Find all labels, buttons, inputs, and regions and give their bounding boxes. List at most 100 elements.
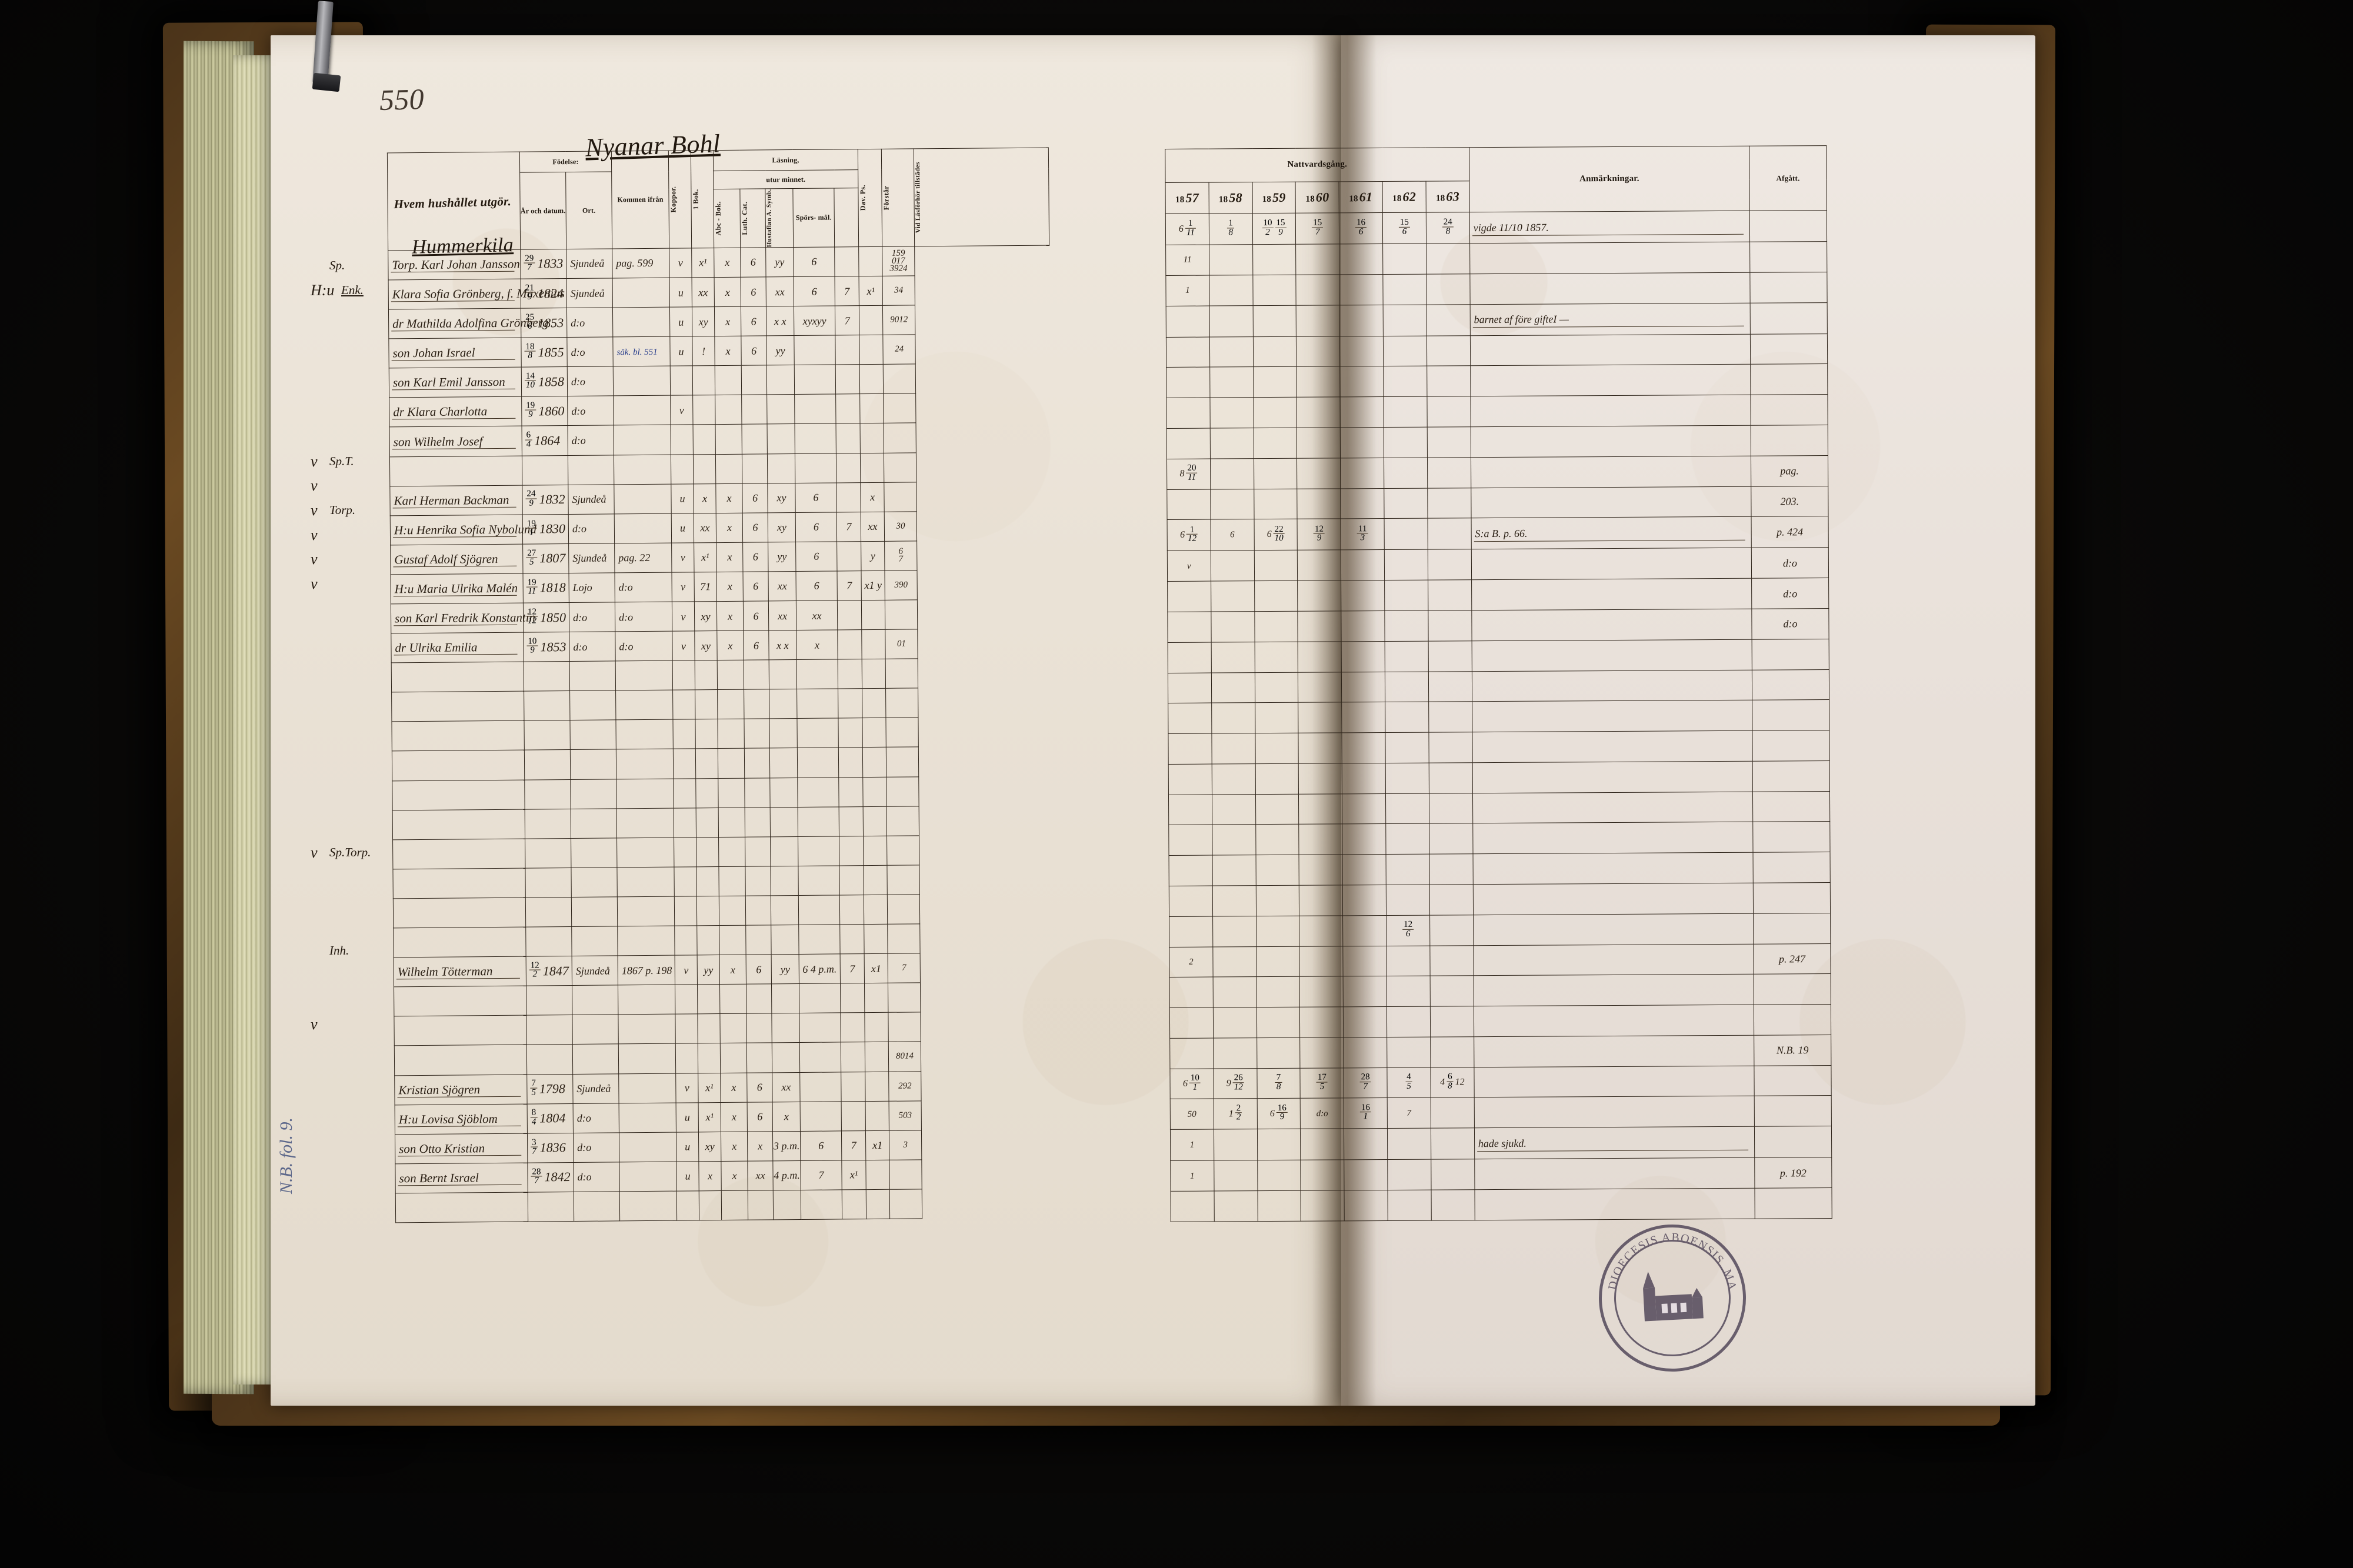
cell-smallpox[interactable]: v	[675, 1073, 699, 1103]
cell-birth-place[interactable]	[572, 985, 618, 1015]
cell-communion-1857[interactable]: 6 1 12	[1167, 519, 1211, 551]
cell-birth-date[interactable]	[524, 661, 570, 692]
cell-communion-1861[interactable]	[1343, 1006, 1387, 1037]
cell-birth-date[interactable]: 19 9 1860	[521, 396, 568, 426]
cell-communion-1857[interactable]	[1166, 367, 1210, 398]
cell-hustaflan[interactable]: 4 p.m.	[772, 1160, 801, 1190]
cell-come-from[interactable]	[613, 395, 671, 426]
cell-come-from[interactable]: pag. 22	[614, 542, 672, 573]
cell-davps[interactable]	[834, 246, 859, 276]
cell-smallpox[interactable]	[671, 454, 694, 484]
cell-forstar[interactable]	[862, 659, 886, 689]
cell-come-from[interactable]	[616, 808, 674, 838]
cell-forstar[interactable]	[860, 423, 884, 453]
cell-communion-1860[interactable]	[1297, 366, 1341, 398]
cell-communion-1859[interactable]	[1255, 763, 1299, 795]
table-row[interactable]: d:o	[1167, 578, 1829, 612]
cell-birth-place[interactable]	[574, 1191, 620, 1222]
cell-communion-1860[interactable]	[1299, 885, 1343, 916]
table-row[interactable]	[392, 776, 1054, 810]
cell-notes[interactable]	[1470, 395, 1751, 427]
cell-communion-1861[interactable]: 16 1	[1344, 1097, 1388, 1129]
cell-abc[interactable]	[718, 778, 745, 808]
cell-departed[interactable]: p. 192	[1754, 1157, 1832, 1189]
table-row[interactable]: 1 hade sjukd.	[1170, 1126, 1832, 1161]
cell-cat[interactable]: 6	[746, 954, 772, 985]
cell-birth-place[interactable]	[568, 455, 614, 485]
cell-davps[interactable]	[838, 688, 862, 719]
cell-birth-date[interactable]: 27 5 1807	[522, 543, 569, 574]
cell-present[interactable]: 8014	[888, 1042, 921, 1072]
cell-birth-place[interactable]: d:o	[573, 1103, 619, 1133]
cell-abc[interactable]	[721, 1190, 748, 1220]
cell-davps[interactable]	[840, 983, 865, 1013]
cell-smallpox[interactable]: u	[671, 513, 694, 543]
cell-communion-1858[interactable]	[1211, 611, 1255, 642]
cell-cat[interactable]	[745, 895, 771, 926]
cell-departed[interactable]	[1754, 973, 1831, 1005]
cell-notes[interactable]	[1472, 669, 1752, 702]
table-row[interactable]	[392, 835, 1054, 869]
cell-communion-1857[interactable]: 6 10 1	[1169, 1068, 1214, 1099]
cell-davps[interactable]	[841, 1072, 866, 1102]
cell-communion-1857[interactable]	[1166, 489, 1211, 520]
table-row[interactable]: N.B. 19	[1169, 1035, 1831, 1069]
cell-hustaflan[interactable]: x x	[766, 306, 794, 336]
cell-communion-1863[interactable]	[1428, 610, 1472, 641]
cell-communion-1858[interactable]	[1209, 367, 1254, 398]
cell-birth-date[interactable]: 10 9 1853	[523, 632, 570, 662]
cell-hustaflan[interactable]	[771, 925, 799, 955]
cell-name[interactable]: son Bernt Israel	[395, 1162, 528, 1193]
cell-hustaflan[interactable]: xx	[772, 1072, 801, 1102]
cell-abc[interactable]: x	[716, 512, 743, 543]
cell-forstar[interactable]: x1 y	[861, 571, 885, 600]
cell-come-from[interactable]: d:o	[615, 602, 672, 632]
cell-communion-1862[interactable]	[1385, 823, 1429, 855]
cell-name[interactable]: dr Mathilda Adolfina Grönberg	[388, 308, 549, 339]
cell-present[interactable]	[885, 718, 919, 748]
cell-birth-date[interactable]: 29 7 1833	[520, 249, 567, 279]
cell-communion-1859[interactable]	[1255, 733, 1299, 764]
cell-communion-1857[interactable]	[1169, 977, 1214, 1008]
cell-book[interactable]	[695, 719, 718, 749]
cell-communion-1862[interactable]	[1384, 457, 1428, 489]
cell-cat[interactable]: 6	[746, 1072, 773, 1102]
cell-departed[interactable]	[1754, 1065, 1832, 1096]
cell-communion-1861[interactable]: 11 3	[1341, 518, 1385, 551]
table-row[interactable]: barnet af före gifteI —	[1166, 302, 1828, 338]
table-row[interactable]: d:o	[1167, 608, 1829, 643]
table-row[interactable]	[1168, 791, 1830, 825]
cell-communion-1858[interactable]	[1214, 1160, 1258, 1192]
cell-departed[interactable]	[1749, 210, 1827, 242]
cell-smallpox[interactable]	[674, 866, 697, 897]
cell-name[interactable]: H:u Henrika Sofia Nybolund	[390, 514, 536, 545]
cell-communion-1859[interactable]	[1257, 1037, 1301, 1069]
cell-communion-1859[interactable]	[1254, 488, 1298, 520]
cell-hustaflan[interactable]: yy	[765, 247, 794, 277]
cell-communion-1859[interactable]	[1253, 366, 1297, 398]
cell-cat[interactable]	[744, 719, 770, 749]
cell-communion-1862[interactable]	[1386, 945, 1430, 976]
cell-communion-1863[interactable]	[1431, 1159, 1475, 1190]
cell-abc[interactable]: x	[720, 1072, 748, 1103]
cell-book[interactable]	[693, 425, 716, 455]
cell-birth-date[interactable]	[524, 779, 571, 809]
cell-present[interactable]	[883, 364, 916, 394]
cell-smallpox[interactable]	[674, 808, 696, 838]
cell-sporsmal[interactable]	[795, 453, 836, 483]
table-row[interactable]: Torp. Karl Johan Jansson 29 7 1833 Sjundeå pa…	[388, 245, 1049, 280]
cell-forstar[interactable]: x1	[864, 953, 888, 983]
cell-present[interactable]	[885, 599, 918, 630]
cell-forstar[interactable]	[866, 1189, 890, 1219]
cell-communion-1858[interactable]	[1210, 489, 1254, 520]
cell-sporsmal[interactable]	[798, 865, 840, 896]
cell-abc[interactable]	[719, 925, 746, 955]
cell-communion-1860[interactable]	[1296, 305, 1340, 336]
cell-communion-1863[interactable]	[1426, 304, 1471, 336]
cell-communion-1862[interactable]	[1384, 518, 1428, 550]
cell-name[interactable]: Wilhelm Tötterman	[394, 956, 526, 987]
cell-hustaflan[interactable]	[773, 1190, 801, 1220]
cell-notes[interactable]	[1473, 943, 1754, 976]
cell-departed[interactable]	[1754, 1096, 1832, 1127]
cell-communion-1857[interactable]	[1168, 763, 1212, 795]
